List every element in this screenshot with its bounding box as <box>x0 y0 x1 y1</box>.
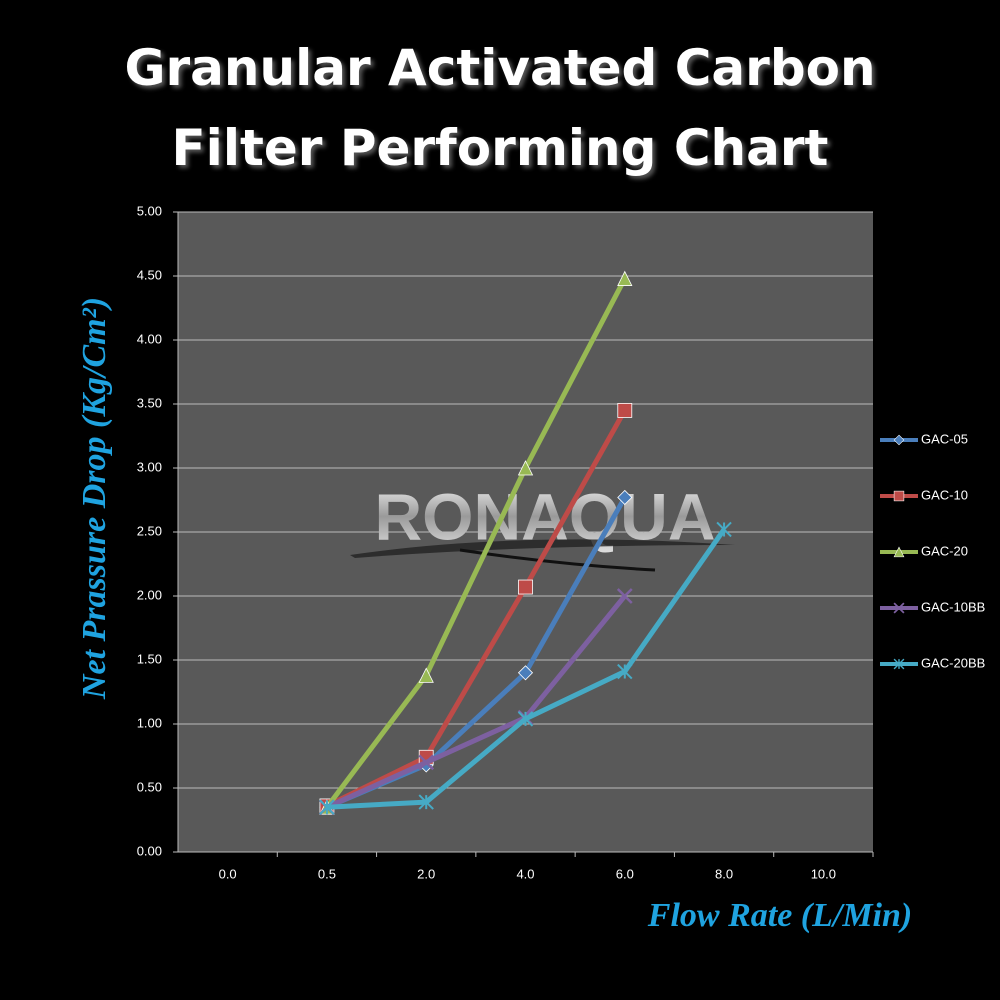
x-tick-label: 8.0 <box>715 866 733 881</box>
x-tick-label: 0.0 <box>219 866 237 881</box>
watermark-swoosh <box>350 539 735 558</box>
marker <box>617 663 633 680</box>
marker <box>617 270 633 286</box>
marker <box>617 402 633 418</box>
legend-label: GAC-20 <box>921 543 968 558</box>
x-tick-label: 6.0 <box>616 866 634 881</box>
marker <box>418 794 434 810</box>
y-tick-label: 1.00 <box>137 715 162 730</box>
legend-label: GAC-05 <box>921 431 968 446</box>
marker <box>517 460 534 476</box>
legend-marker <box>893 490 905 502</box>
y-tick-label: 5.00 <box>137 203 162 218</box>
legend-marker <box>893 658 905 670</box>
legend-label: GAC-10 <box>921 487 968 502</box>
x-tick-label: 4.0 <box>516 866 534 881</box>
x-axis-label: Flow Rate (L/Min) <box>647 897 912 934</box>
y-tick-label: 3.00 <box>137 459 162 474</box>
legend-marker <box>893 434 905 446</box>
legend-label: GAC-10BB <box>921 599 985 614</box>
x-tick-label: 2.0 <box>417 866 435 881</box>
marker <box>517 665 534 681</box>
x-tick-label: 0.5 <box>318 866 336 881</box>
y-tick-label: 2.50 <box>137 523 162 538</box>
legend-marker <box>893 602 905 614</box>
series-line <box>325 409 627 809</box>
series-line <box>325 594 627 810</box>
y-axis-label: Net Prassure Drop (Kg/Cm²) <box>76 297 113 700</box>
marker <box>418 754 435 771</box>
y-tick-label: 3.50 <box>137 395 162 410</box>
marker <box>517 711 534 727</box>
legend-label: GAC-20BB <box>921 655 985 670</box>
legend-marker <box>893 546 905 558</box>
y-tick-label: 4.00 <box>137 331 162 346</box>
marker <box>617 489 633 506</box>
y-tick-label: 4.50 <box>137 267 162 282</box>
y-tick-label: 0.00 <box>137 843 162 858</box>
x-tick-label: 10.0 <box>811 866 836 881</box>
y-tick-label: 1.50 <box>137 651 162 666</box>
marker <box>319 799 335 815</box>
y-tick-label: 2.00 <box>137 587 162 602</box>
marker <box>418 667 434 683</box>
series-line <box>324 277 628 809</box>
marker <box>518 579 533 595</box>
marker <box>716 521 732 538</box>
marker <box>616 588 633 604</box>
y-tick-label: 0.50 <box>137 779 162 794</box>
chart-title: Granular Activated Carbon Filter Perform… <box>124 39 876 177</box>
